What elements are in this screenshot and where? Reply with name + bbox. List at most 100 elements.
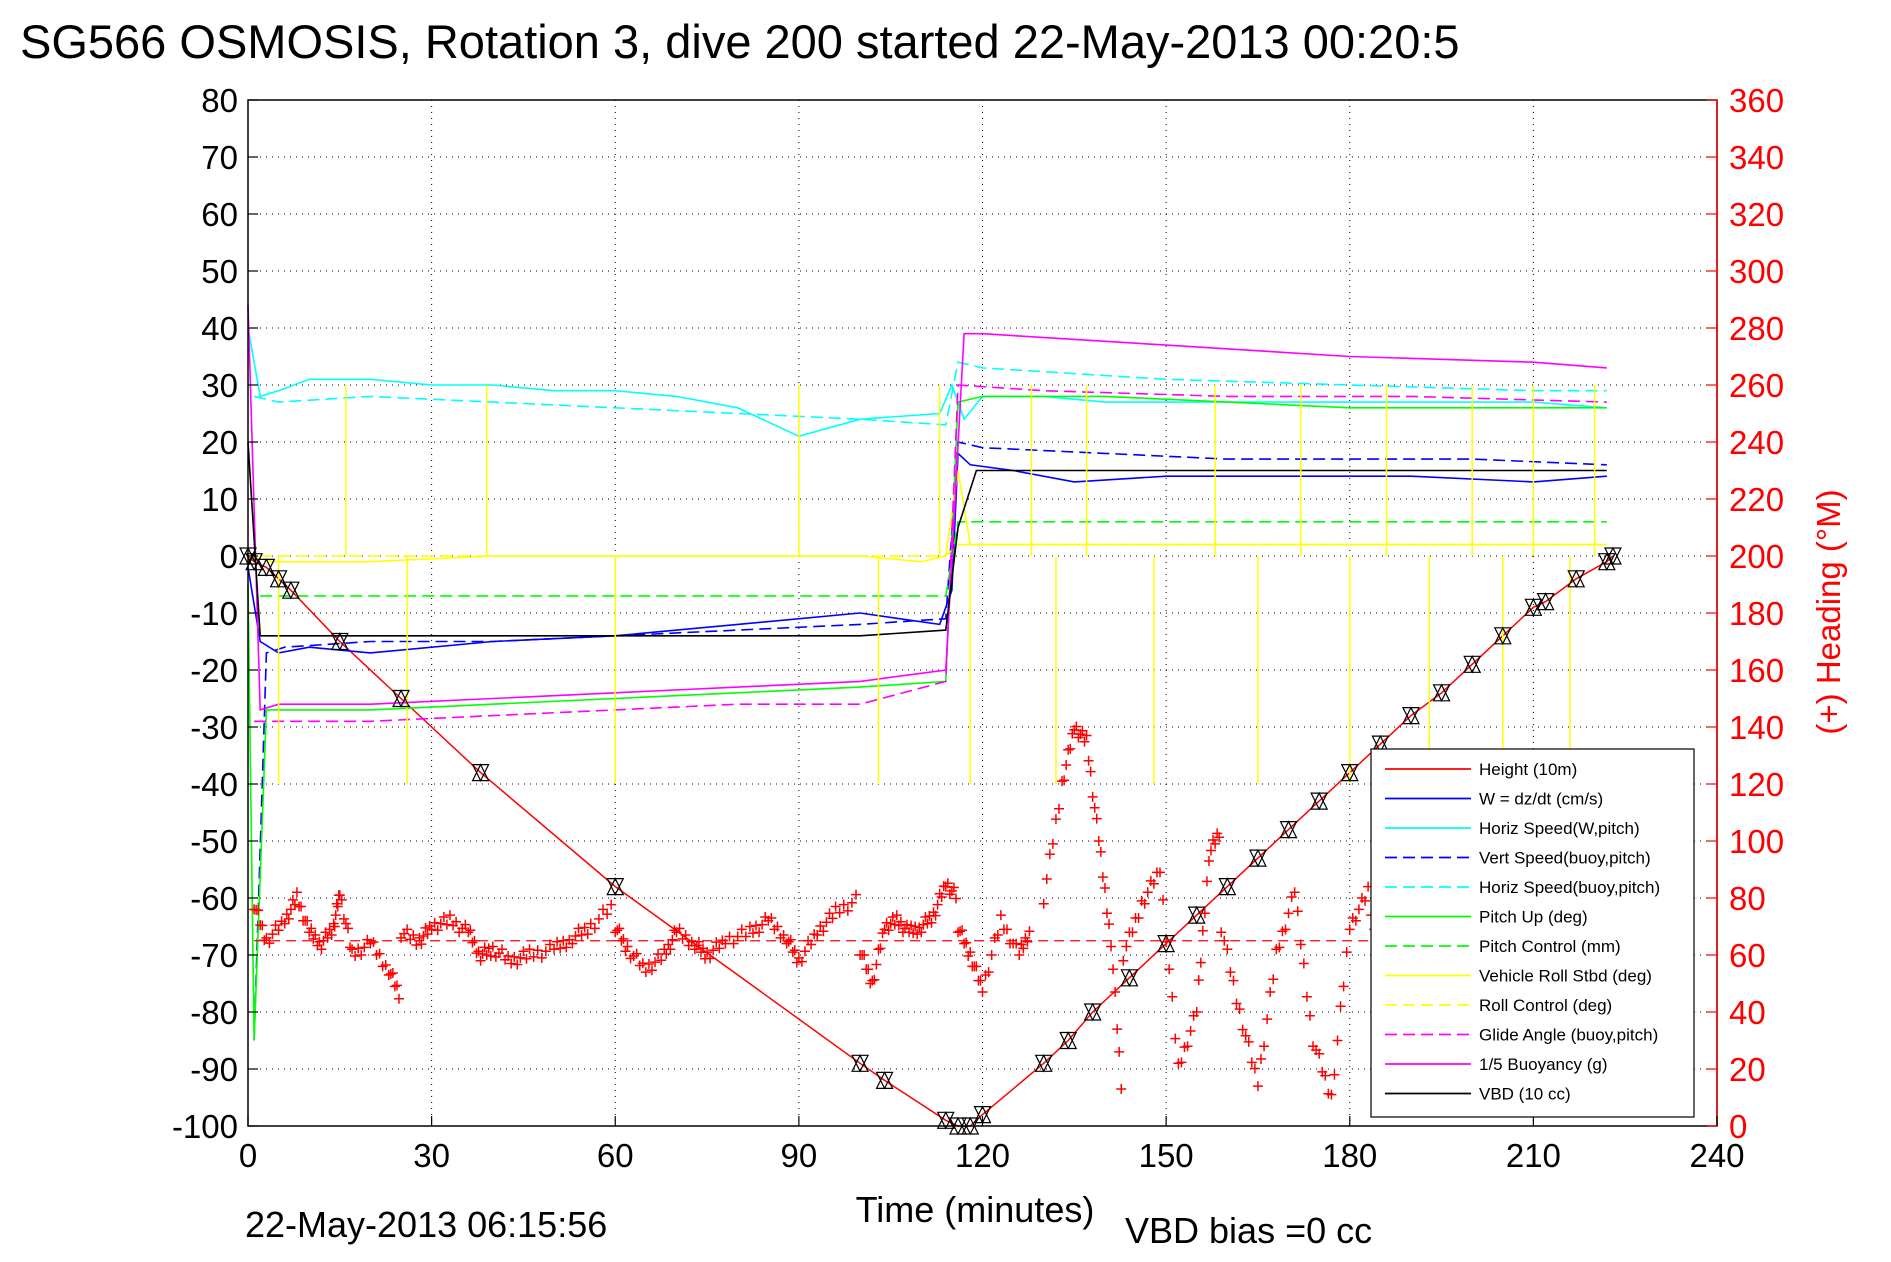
heading-point <box>1167 991 1178 1002</box>
heading-point <box>1108 964 1119 975</box>
heading-point <box>368 937 379 948</box>
legend-entry-label: Vert Speed(buoy,pitch) <box>1479 849 1651 868</box>
heading-point <box>380 959 391 970</box>
heading-layer <box>249 721 1613 1100</box>
heading-point <box>959 938 970 949</box>
heading-point <box>469 935 480 946</box>
heading-point <box>1335 1001 1346 1012</box>
heading-point <box>340 918 351 929</box>
heading-point <box>955 926 966 937</box>
heading-point <box>787 947 798 958</box>
heading-point <box>1289 887 1300 898</box>
heading-point <box>385 969 396 979</box>
heading-point <box>1018 943 1029 954</box>
heading-point <box>1085 766 1096 777</box>
legend-entry-label: Glide Angle (buoy,pitch) <box>1479 1026 1658 1045</box>
heading-point <box>1240 1030 1251 1041</box>
heading-point <box>1110 987 1121 998</box>
heading-point <box>570 931 581 941</box>
heading-point <box>1142 887 1153 898</box>
heading-point <box>411 940 422 951</box>
heading-point <box>1114 1046 1125 1057</box>
heading-point <box>606 899 617 910</box>
heading-point <box>631 948 642 959</box>
left-y-tick-label: -30 <box>190 709 238 746</box>
heading-point <box>1231 998 1242 1009</box>
heading-point <box>467 937 478 948</box>
heading-point <box>402 924 413 935</box>
heading-point <box>1252 1081 1263 1092</box>
heading-point <box>846 897 857 908</box>
heading-point <box>593 913 604 924</box>
heading-point <box>1011 938 1022 949</box>
height-marker <box>330 632 349 651</box>
heading-point <box>895 916 906 927</box>
heading-point <box>1176 1057 1187 1068</box>
heading-point <box>830 901 841 912</box>
height-marker <box>392 689 410 708</box>
right-y-tick-label: 320 <box>1729 196 1784 233</box>
right-y-tick-label: 60 <box>1729 937 1766 974</box>
heading-point <box>669 925 680 936</box>
heading-point <box>389 981 400 992</box>
heading-point <box>821 917 832 928</box>
footer-timestamp: 22-May-2013 06:15:56 <box>245 1204 607 1245</box>
heading-point <box>1083 755 1094 766</box>
heading-point <box>612 925 623 936</box>
height-marker <box>257 558 276 577</box>
heading-point <box>316 944 327 955</box>
height-marker <box>1603 546 1622 566</box>
series-line-buoyancy <box>247 305 1607 711</box>
right-y-tick-label: 120 <box>1729 766 1784 803</box>
legend-entry-label: Pitch Control (mm) <box>1479 937 1621 956</box>
heading-point <box>267 929 278 940</box>
heading-point <box>948 882 959 893</box>
heading-point <box>1350 915 1361 926</box>
heading-point <box>747 928 758 939</box>
series-line-vert_speed_model <box>253 441 1607 1041</box>
heading-point <box>1360 895 1371 906</box>
heading-point <box>1077 725 1088 736</box>
heading-point <box>1127 927 1138 938</box>
heading-point <box>438 912 449 922</box>
heading-point <box>259 935 270 946</box>
heading-point <box>640 967 651 978</box>
x-tick-label: 210 <box>1506 1137 1561 1174</box>
heading-point <box>353 943 364 954</box>
heading-point <box>714 943 725 954</box>
right-y-tick-label: 300 <box>1729 253 1784 290</box>
height-marker <box>1401 706 1420 725</box>
heading-point <box>751 920 762 931</box>
right-y-tick-label: 200 <box>1729 538 1784 575</box>
heading-point <box>1121 941 1132 952</box>
heading-point <box>702 947 713 958</box>
right-y-tick-label: 100 <box>1729 823 1784 860</box>
heading-point <box>950 893 961 904</box>
heading-point <box>1201 876 1212 887</box>
legend-entry-label: Height (10m) <box>1479 760 1577 779</box>
heading-point <box>582 929 593 940</box>
height-marker <box>606 877 625 896</box>
height-marker <box>1567 569 1586 589</box>
left-y-tick-label: 0 <box>220 538 238 575</box>
x-tick-label: 120 <box>955 1137 1010 1174</box>
height-marker <box>281 580 300 600</box>
series-line-glide_angle <box>254 384 1607 723</box>
heading-point <box>416 939 427 950</box>
heading-point <box>579 922 590 933</box>
heading-point <box>374 948 385 959</box>
heading-point <box>1104 919 1114 930</box>
legend-entry-label: Horiz Speed(buoy,pitch) <box>1479 878 1660 897</box>
heading-point <box>1097 872 1108 883</box>
heading-point <box>1112 1024 1123 1035</box>
heading-point <box>329 921 340 932</box>
right-y-tick-label: 260 <box>1729 367 1784 404</box>
right-y-tick-label: 360 <box>1729 82 1784 119</box>
left-y-tick-label: -40 <box>190 766 238 803</box>
heading-point <box>977 987 988 998</box>
heading-point <box>338 913 349 924</box>
heading-point <box>971 961 982 972</box>
heading-point <box>503 950 514 961</box>
heading-point <box>342 923 353 934</box>
heading-point <box>1139 898 1150 909</box>
